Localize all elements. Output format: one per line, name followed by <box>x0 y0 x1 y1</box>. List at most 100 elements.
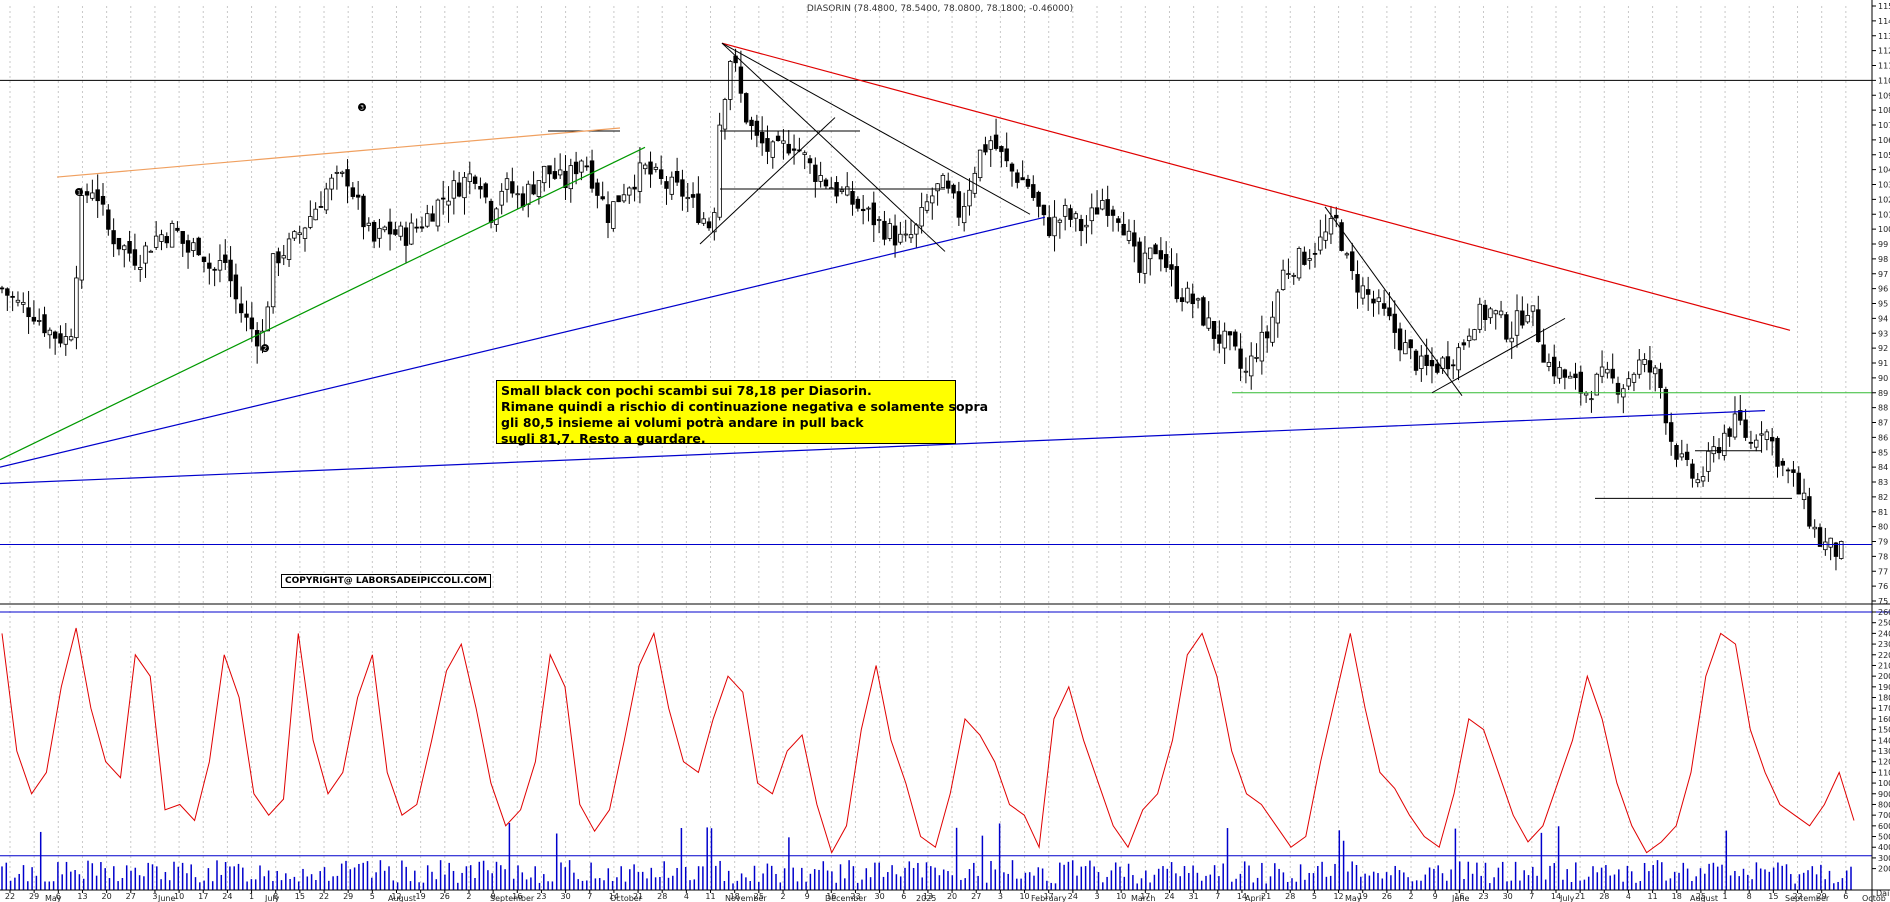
candle-body <box>1089 207 1094 222</box>
candle-body <box>361 195 366 228</box>
candle-body <box>1684 451 1690 460</box>
candle-body <box>334 171 340 174</box>
candle-body <box>749 119 754 127</box>
candle-body <box>58 333 63 344</box>
candle-body <box>1599 366 1605 377</box>
candle-body <box>1722 432 1727 456</box>
y-tick-label: 115 <box>1878 2 1890 11</box>
candle-body <box>573 161 579 175</box>
osc-y-tick-label: 11000 <box>1878 768 1890 777</box>
osc-y-tick-label: 14000 <box>1878 736 1890 745</box>
candle-body <box>265 306 270 332</box>
candle-body <box>696 193 701 223</box>
candle-body <box>1392 313 1397 333</box>
candle-body <box>871 202 876 226</box>
x-tick-label: 1 <box>249 892 254 901</box>
x-tick-label: 17 <box>198 892 208 901</box>
x-tick-label: 19 <box>416 892 426 901</box>
y-tick-label: 101 <box>1878 210 1890 219</box>
month-label: December <box>825 894 867 902</box>
y-tick-label: 99 <box>1878 240 1888 249</box>
candle-body <box>956 191 962 218</box>
candle-body <box>1047 217 1052 237</box>
candle-body <box>1302 251 1307 265</box>
candle-body <box>1674 445 1679 460</box>
month-label: May <box>45 894 62 902</box>
candle-body <box>1270 316 1275 343</box>
candle-body <box>765 138 770 152</box>
osc-y-tick-label: 13000 <box>1878 747 1890 756</box>
x-tick-label: 15 <box>295 892 305 901</box>
candle-body <box>1583 392 1589 396</box>
y-tick-label: 111 <box>1878 62 1890 71</box>
analysis-note: Small black con pochi scambi sui 78,18 p… <box>496 380 988 446</box>
candle-body <box>1073 213 1078 219</box>
candle-body <box>1695 479 1700 484</box>
y-tick-label: 85 <box>1878 448 1888 457</box>
y-tick-label: 104 <box>1878 166 1890 175</box>
candle-body <box>249 317 255 330</box>
candle-body <box>1424 354 1429 366</box>
candle-body <box>371 221 377 242</box>
candle-body <box>940 174 946 188</box>
candle-body <box>1275 291 1281 324</box>
candle-body <box>1578 371 1584 394</box>
x-tick-label: 6 <box>56 892 61 901</box>
x-tick-label: 20 <box>102 892 112 901</box>
candle-body <box>908 234 914 239</box>
candle-body <box>1615 382 1621 395</box>
candle-body <box>563 170 568 189</box>
candle-body <box>1009 163 1015 172</box>
candle-body <box>1254 356 1259 359</box>
candle-body <box>775 135 781 142</box>
candle-body <box>1817 527 1823 547</box>
candle-body <box>876 219 882 221</box>
candle-body <box>79 195 84 281</box>
candle-body <box>999 146 1004 152</box>
candle-body <box>898 233 903 243</box>
candle-body <box>1637 359 1642 375</box>
candle-body <box>547 165 552 175</box>
x-tick-label: 6 <box>901 892 906 901</box>
candle-body <box>653 166 659 170</box>
period-label: Daily <box>1876 889 1890 898</box>
candle-body <box>536 180 542 197</box>
candle-body <box>1828 537 1833 548</box>
month-label: July <box>1559 894 1575 902</box>
x-tick-label: 9 <box>805 892 810 901</box>
candle-body <box>169 222 175 248</box>
x-tick-label: 28 <box>657 892 667 901</box>
grid <box>9 6 1847 890</box>
candle-body <box>1419 355 1424 369</box>
candle-body <box>1801 492 1807 501</box>
x-tick-label: 25 <box>754 892 764 901</box>
y-tick-label: 102 <box>1878 195 1890 204</box>
candle-body <box>1706 450 1711 472</box>
candle-body <box>1004 148 1009 162</box>
candle-body <box>1743 419 1748 438</box>
candle-body <box>504 178 510 190</box>
wave-label: 3 <box>360 105 364 112</box>
y-tick-label: 113 <box>1878 32 1890 41</box>
x-tick-label: 30 <box>560 892 570 901</box>
candle-body <box>669 176 674 195</box>
candle-body <box>1334 214 1339 219</box>
candle-body <box>1759 433 1764 436</box>
x-tick-label: 23 <box>850 892 860 901</box>
osc-y-tick-label: 3000 <box>1878 854 1890 863</box>
candle-body <box>270 253 276 308</box>
y-tick-label: 109 <box>1878 91 1890 100</box>
x-tick-label: 2 <box>466 892 471 901</box>
candle-body <box>387 221 393 235</box>
candle-body <box>324 188 329 211</box>
candle-body <box>366 222 371 226</box>
candle-body <box>818 175 823 182</box>
wave-marker <box>261 344 269 353</box>
candle-body <box>1791 469 1796 473</box>
candle-body <box>951 184 956 194</box>
x-tick-label: 21 <box>1261 892 1271 901</box>
candle-body <box>1796 472 1801 495</box>
candle-body <box>637 162 643 192</box>
x-tick-label: 18 <box>1672 892 1682 901</box>
x-tick-label: 20 <box>947 892 957 901</box>
